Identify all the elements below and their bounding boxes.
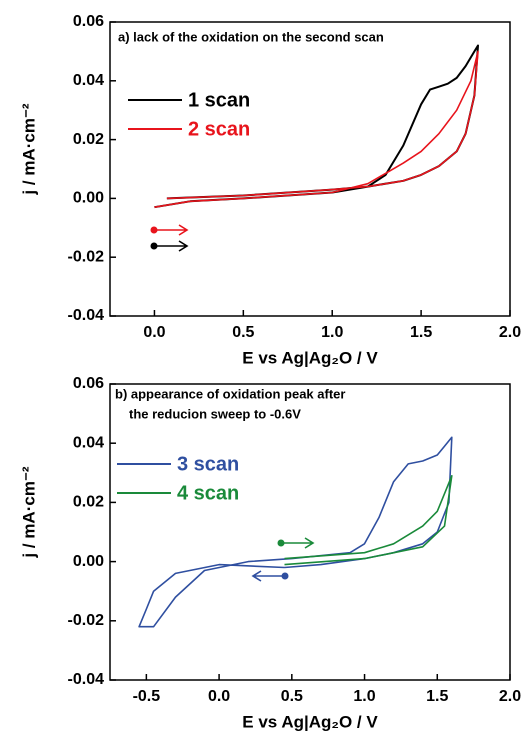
x-tick-label: 1.0 — [321, 324, 343, 341]
y-tick-label: 0.02 — [73, 131, 104, 148]
arrow — [251, 570, 285, 582]
scan-line — [284, 474, 453, 566]
x-tick-label: 0.5 — [281, 688, 303, 705]
x-axis-title: E vs Ag|Ag₂O / V — [242, 712, 378, 731]
y-axis-title: j / mA·cm⁻² — [19, 103, 38, 195]
y-tick-label: 0.06 — [73, 375, 104, 392]
y-tick-label: -0.02 — [68, 612, 105, 629]
x-tick-label: 0.0 — [208, 688, 230, 705]
x-tick-label: -0.5 — [133, 688, 161, 705]
arrow — [154, 240, 189, 252]
x-axis-title: E vs Ag|Ag₂O / V — [242, 348, 378, 367]
scan-line — [154, 50, 479, 208]
chart-title: b) appearance of oxidation peak after — [115, 386, 345, 401]
panel: -0.04 -0.02 0.00 0.02 0.04 0.06 0.0 0.5 1.0 1.5 2.… — [19, 13, 521, 367]
x-tick-label: 1.5 — [426, 688, 448, 705]
direction-arrows — [150, 224, 315, 582]
legend-label: 4 scan — [177, 482, 239, 504]
y-tick-label: 0.00 — [73, 553, 104, 570]
panel: -0.04 -0.02 0.00 0.02 0.04 0.06 -0.5 0.0 0.5 1.0 1… — [19, 375, 521, 731]
arrow — [154, 224, 189, 236]
x-tick-label: 0.5 — [232, 324, 254, 341]
plot-frame — [109, 383, 511, 681]
chart-title: a) lack of the oxidation on the second s… — [118, 29, 384, 44]
x-tick-label: 1.5 — [410, 324, 432, 341]
y-tick-label: 0.06 — [73, 13, 104, 30]
y-tick-label: 0.00 — [73, 190, 104, 207]
y-tick-label: 0.04 — [73, 434, 104, 451]
x-tick-label: 2.0 — [499, 324, 521, 341]
legend-label: 2 scan — [188, 118, 250, 140]
legend-label: 3 scan — [177, 453, 239, 475]
arrow — [281, 537, 315, 549]
legend-label: 1 scan — [188, 89, 250, 111]
scan-line — [138, 436, 453, 628]
y-tick-label: -0.02 — [68, 248, 105, 265]
y-axis-title: j / mA·cm⁻² — [19, 466, 38, 558]
x-tick-label: 1.0 — [353, 688, 375, 705]
chart-title: the reducion sweep to -0.6V — [129, 406, 301, 421]
y-tick-label: 0.02 — [73, 494, 104, 511]
x-tick-label: 2.0 — [499, 688, 521, 705]
y-tick-label: 0.04 — [73, 72, 104, 89]
y-tick-label: -0.04 — [68, 307, 105, 324]
plot-frame — [109, 21, 511, 317]
y-tick-label: -0.04 — [68, 671, 105, 688]
x-tick-label: 0.0 — [143, 324, 165, 341]
